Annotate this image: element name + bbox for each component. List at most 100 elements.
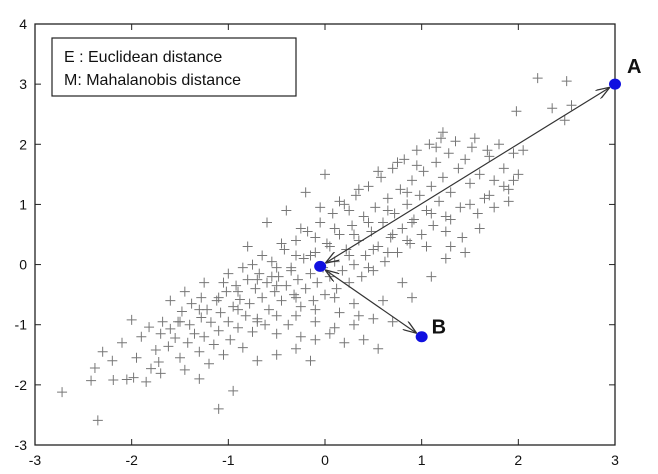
data-point xyxy=(271,349,282,360)
data-point xyxy=(189,328,200,339)
data-point xyxy=(121,374,132,385)
x-tick-label: 3 xyxy=(611,452,619,468)
data-point xyxy=(266,271,277,282)
data-point xyxy=(86,375,97,386)
legend-entry-mahalanobis: M: Mahalanobis distance xyxy=(64,72,241,89)
distance-arrows xyxy=(326,88,609,333)
x-tick-label: 0 xyxy=(321,452,329,468)
data-point xyxy=(276,238,287,249)
data-point xyxy=(295,331,306,342)
y-tick-label: 2 xyxy=(19,136,27,152)
data-point xyxy=(176,306,187,317)
data-point xyxy=(291,292,301,303)
data-point xyxy=(291,343,301,354)
data-point xyxy=(286,265,297,276)
point-a xyxy=(609,78,621,90)
data-point xyxy=(196,292,207,303)
x-tick-label: 1 xyxy=(418,452,426,468)
data-point xyxy=(136,331,147,342)
data-point xyxy=(240,310,251,321)
data-point xyxy=(175,352,185,363)
data-point xyxy=(295,223,306,234)
data-point xyxy=(97,346,108,357)
data-point xyxy=(218,277,229,288)
data-point xyxy=(315,202,326,213)
data-point xyxy=(223,268,234,279)
data-point xyxy=(57,387,68,398)
data-point xyxy=(300,187,311,198)
arrow-to-b xyxy=(326,270,416,332)
data-point xyxy=(163,341,174,352)
data-point xyxy=(233,304,243,315)
data-point xyxy=(165,295,176,306)
y-tick-label: -3 xyxy=(15,437,28,453)
data-point xyxy=(295,301,306,312)
data-point xyxy=(155,368,166,379)
data-point xyxy=(312,277,323,288)
data-point xyxy=(302,226,313,237)
data-point xyxy=(194,304,205,315)
data-point xyxy=(561,76,572,87)
data-point xyxy=(315,217,326,228)
data-point xyxy=(300,283,311,294)
data-point xyxy=(271,262,282,273)
data-point xyxy=(269,286,280,297)
data-point xyxy=(247,259,258,270)
data-point xyxy=(310,334,321,345)
data-point xyxy=(223,316,234,327)
data-point xyxy=(252,316,263,327)
data-point xyxy=(262,277,272,288)
data-point xyxy=(358,334,369,345)
data-point xyxy=(308,295,319,306)
data-point xyxy=(194,373,205,384)
data-point xyxy=(310,232,321,243)
legend-box xyxy=(51,37,297,97)
data-point xyxy=(107,355,118,366)
data-point xyxy=(276,295,287,306)
data-point xyxy=(144,322,155,333)
axis-ticks: -3 -2 -1 0 1 2 3 -3 -2 -1 0 1 2 3 4 xyxy=(15,16,620,468)
center-point xyxy=(314,260,327,272)
data-point xyxy=(89,363,100,374)
data-point xyxy=(532,73,543,84)
arrow-to-a xyxy=(326,88,609,263)
data-point xyxy=(165,323,176,334)
data-point xyxy=(150,344,161,355)
data-point xyxy=(205,317,216,328)
data-point xyxy=(199,331,210,342)
data-point xyxy=(186,298,197,309)
data-point xyxy=(170,332,181,343)
data-point xyxy=(257,292,268,303)
data-point xyxy=(199,277,210,288)
data-point xyxy=(141,376,152,387)
data-point xyxy=(260,319,271,330)
y-tick-label: 0 xyxy=(19,257,27,273)
data-point xyxy=(126,314,137,325)
data-point xyxy=(257,250,268,261)
data-point xyxy=(263,304,274,315)
y-tick-label: -1 xyxy=(15,317,28,333)
data-point xyxy=(281,280,292,291)
data-point xyxy=(237,262,248,273)
data-point xyxy=(179,364,190,375)
data-point xyxy=(231,280,242,291)
data-point xyxy=(237,342,248,353)
data-point xyxy=(153,357,164,368)
data-point xyxy=(194,346,205,357)
data-point xyxy=(283,319,294,330)
data-point xyxy=(221,286,232,297)
data-point xyxy=(157,316,168,327)
data-point xyxy=(233,322,243,333)
data-point xyxy=(254,268,265,279)
x-tick-label: -2 xyxy=(125,452,138,468)
data-point xyxy=(225,334,236,345)
data-point xyxy=(426,271,437,282)
data-point xyxy=(242,274,253,285)
y-tick-label: 1 xyxy=(19,196,27,212)
data-point xyxy=(279,244,290,255)
data-point xyxy=(305,250,316,261)
data-point xyxy=(175,316,185,327)
data-point xyxy=(182,337,193,348)
data-point xyxy=(131,352,142,363)
